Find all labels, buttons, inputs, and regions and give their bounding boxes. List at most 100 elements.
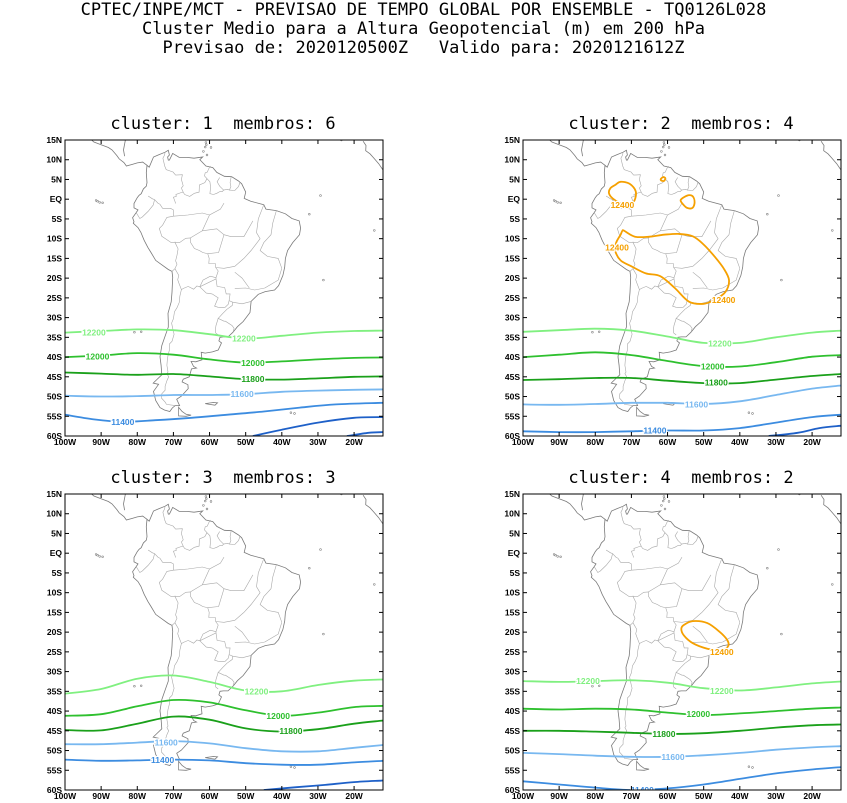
island xyxy=(559,201,562,205)
country-border xyxy=(605,195,632,217)
contour-label-11600: 11600 xyxy=(685,399,708,409)
lat-tick-label: 45S xyxy=(47,726,62,736)
contour-label-12000: 12000 xyxy=(241,358,265,368)
contour-11800 xyxy=(523,373,841,385)
figure-title-line-3: Previsao de: 2020120500Z Valido para: 20… xyxy=(162,38,685,58)
lon-tick-label: 90W xyxy=(550,437,568,447)
contour-11800 xyxy=(523,723,841,735)
lon-tick-label: 30W xyxy=(309,437,327,447)
contour-12000 xyxy=(65,352,383,364)
lat-tick-label: 15N xyxy=(46,489,62,499)
island xyxy=(751,766,754,769)
contour-12400 xyxy=(613,229,730,305)
country-border xyxy=(162,506,185,549)
lon-tick-label: 80W xyxy=(129,437,147,447)
lat-tick-label: 40S xyxy=(47,352,62,362)
island xyxy=(831,583,834,586)
coastline xyxy=(184,126,190,128)
country-border xyxy=(660,202,683,231)
island xyxy=(140,330,143,333)
panel-4-plot-area xyxy=(523,494,841,790)
country-border xyxy=(657,278,689,309)
country-border xyxy=(717,210,741,269)
contour-label-11800: 11800 xyxy=(652,729,675,739)
coastline xyxy=(143,127,150,129)
country-border xyxy=(681,530,690,545)
island xyxy=(405,261,407,263)
island xyxy=(322,632,325,636)
island xyxy=(319,194,322,197)
lat-tick-label: 20S xyxy=(47,273,62,283)
country-border xyxy=(232,655,252,659)
panel-4-group: 12400 12200 12200 12000 11800 11600 11400 15N 10… xyxy=(504,464,842,801)
country-border xyxy=(184,519,211,551)
lat-tick-label: 5N xyxy=(51,174,62,184)
country-border xyxy=(243,558,265,613)
lon-tick-label: 90W xyxy=(92,437,110,447)
island xyxy=(339,135,341,137)
contour-12400 xyxy=(659,176,667,183)
panel-3-plot-area xyxy=(65,494,383,790)
island xyxy=(667,146,671,149)
country-border xyxy=(701,204,723,259)
island xyxy=(308,566,311,570)
island xyxy=(98,555,101,558)
contour-label-12200: 12200 xyxy=(710,686,734,696)
lat-tick-label: 45S xyxy=(505,726,520,736)
island xyxy=(556,555,559,558)
lat-tick-label: 20S xyxy=(505,627,520,637)
panel-2-plot-area xyxy=(523,140,841,436)
country-border xyxy=(616,569,637,626)
contour-label-11400: 11400 xyxy=(111,417,134,427)
contour-12200 xyxy=(523,327,841,345)
country-border xyxy=(243,204,265,259)
coastline xyxy=(132,503,302,766)
lat-tick-label: 40S xyxy=(505,352,520,362)
island xyxy=(94,553,98,556)
island xyxy=(663,507,667,511)
contour-11200 xyxy=(768,424,841,436)
island xyxy=(205,497,208,500)
country-border xyxy=(223,530,232,545)
lon-tick-label: 80W xyxy=(587,437,605,447)
island xyxy=(308,213,311,216)
lon-tick-label: 100W xyxy=(512,437,535,447)
country-border xyxy=(593,553,613,573)
island xyxy=(662,495,666,498)
contour-11400 xyxy=(523,413,841,434)
lat-tick-label: 40S xyxy=(47,706,62,716)
lon-tick-label: 50W xyxy=(695,437,713,447)
coastline xyxy=(157,475,180,484)
island xyxy=(751,412,754,415)
lon-tick-label: 80W xyxy=(587,791,605,801)
lat-tick-label: 10S xyxy=(505,234,520,244)
country-border xyxy=(692,287,723,291)
country-border xyxy=(632,591,677,645)
country-border xyxy=(173,212,210,217)
lon-tick-label: 20W xyxy=(803,437,821,447)
contour-12000 xyxy=(65,698,383,717)
country-border xyxy=(631,545,642,558)
panel-1-plot-area xyxy=(65,140,383,436)
coastline xyxy=(123,494,126,511)
coastline xyxy=(578,464,614,475)
lat-tick-label: 5S xyxy=(52,568,63,578)
lat-tick-label: 30S xyxy=(47,667,62,677)
contour-11400 xyxy=(65,758,383,766)
country-border xyxy=(672,318,677,336)
lat-tick-label: 45S xyxy=(47,372,62,382)
lat-tick-label: 55S xyxy=(47,411,62,421)
contour-label-11400: 11400 xyxy=(151,755,174,765)
contour-label-12400: 12400 xyxy=(712,295,736,305)
country-border xyxy=(135,199,155,219)
island xyxy=(203,491,205,493)
lon-tick-label: 30W xyxy=(767,791,785,801)
contour-12200 xyxy=(523,679,841,692)
country-border xyxy=(259,564,283,623)
lat-tick-label: EQ xyxy=(508,194,521,204)
lat-tick-label: 15N xyxy=(46,135,62,145)
country-border xyxy=(687,182,699,191)
country-border xyxy=(199,278,231,309)
lon-tick-label: 50W xyxy=(237,791,255,801)
country-border xyxy=(665,234,683,254)
